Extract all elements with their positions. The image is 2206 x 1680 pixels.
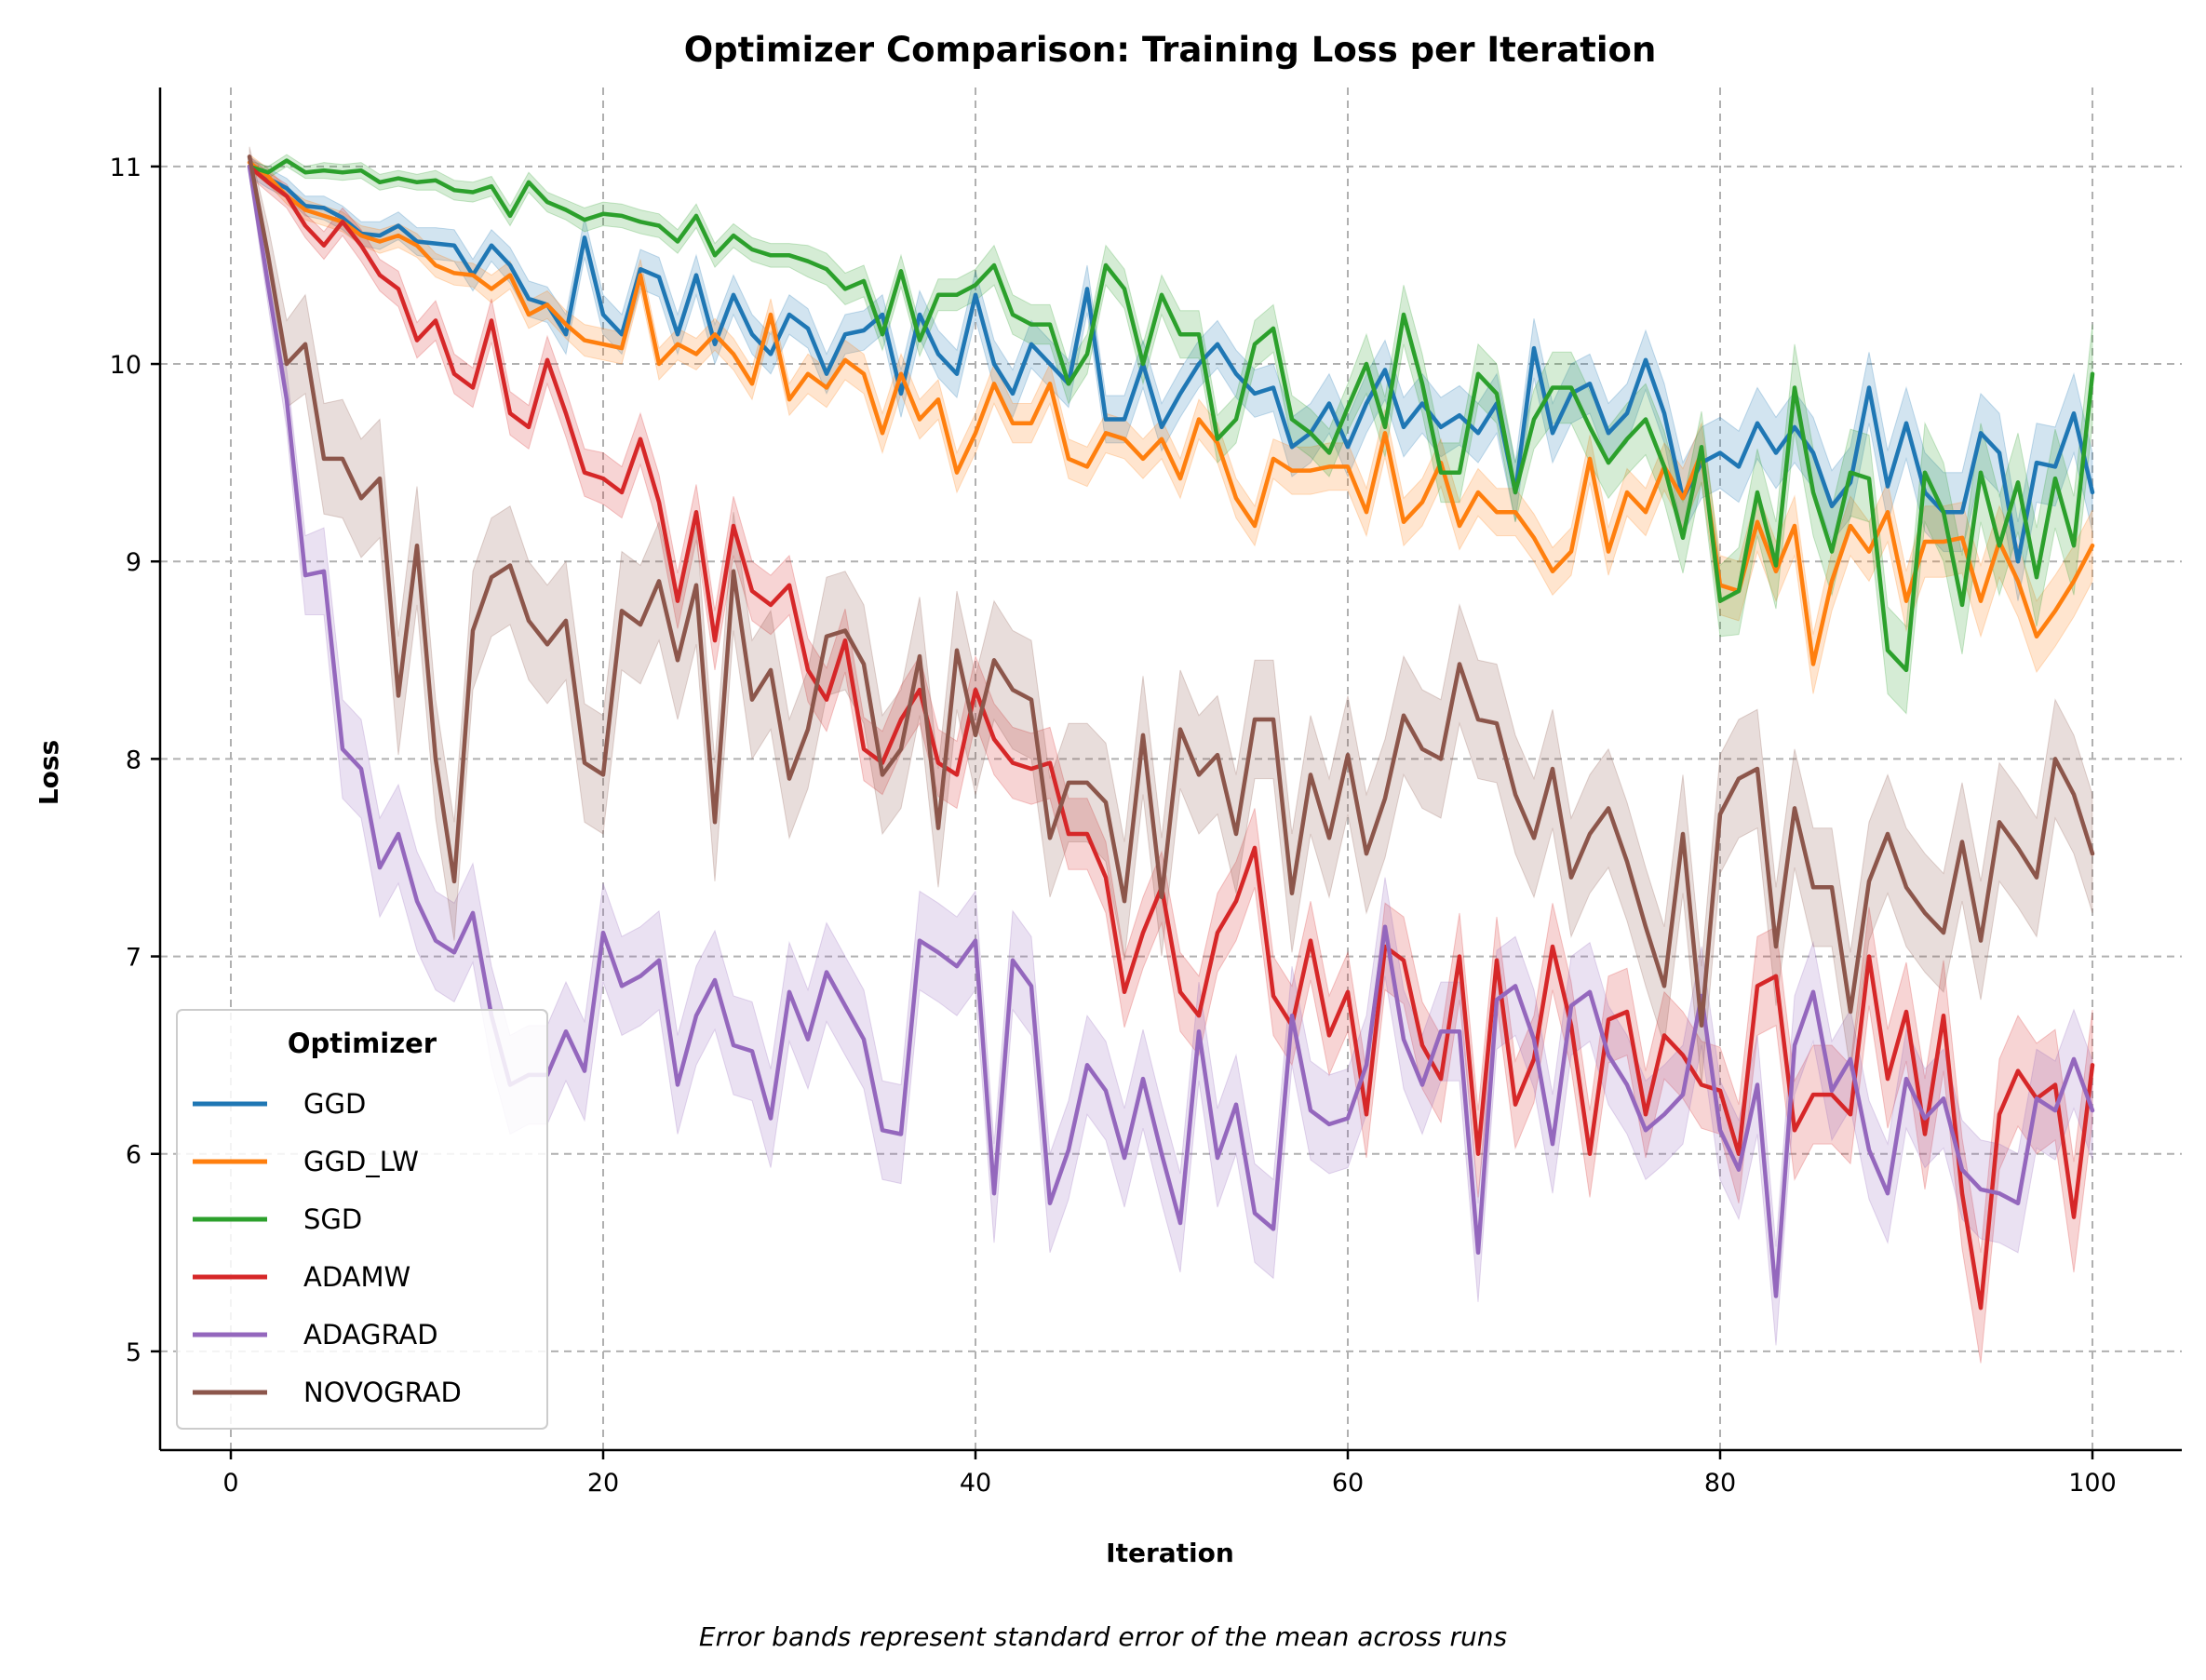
y-tick-label: 9	[126, 548, 141, 577]
legend-box	[176, 1009, 548, 1430]
y-tick-label: 11	[110, 154, 141, 182]
y-tick-label: 5	[126, 1338, 141, 1367]
legend: Optimizer GGD GGD_LW SGD ADAMW ADAGRAD NOVOGR…	[176, 1009, 548, 1430]
x-ticks: 0 20 40 60 80 100	[222, 1450, 2117, 1498]
chart-title: Optimizer Comparison: Training Loss per …	[684, 30, 1657, 70]
band-novograd	[249, 146, 2093, 1085]
series-line-ggd	[247, 164, 2095, 564]
x-tick-label: 100	[2068, 1469, 2117, 1498]
series-line-sgd	[247, 158, 2095, 673]
legend-label-ggd: GGD	[303, 1088, 366, 1120]
x-tick-label: 40	[960, 1469, 991, 1498]
x-tick-label: 20	[587, 1469, 619, 1498]
x-tick-label: 80	[1704, 1469, 1736, 1498]
grid	[160, 87, 2182, 1450]
series-line-adagrad	[247, 164, 2095, 1298]
legend-entries: GGD GGD_LW SGD ADAMW ADAGRAD NOVOGRAD	[193, 1088, 462, 1408]
y-tick-label: 7	[126, 944, 141, 973]
axes	[158, 87, 2182, 1452]
band-ggd-lw	[249, 154, 2093, 694]
series-line-novograd	[247, 155, 2095, 1028]
y-axis-label: Loss	[34, 740, 64, 805]
y-tick-label: 10	[110, 351, 141, 380]
legend-title: Optimizer	[288, 1028, 437, 1059]
legend-label-novograd: NOVOGRAD	[303, 1377, 462, 1408]
x-tick-label: 0	[222, 1469, 238, 1498]
band-ggd	[249, 155, 2093, 601]
chart-caption: Error bands represent standard error of …	[699, 1621, 1507, 1652]
y-tick-label: 6	[126, 1141, 141, 1170]
legend-label-ggd-lw: GGD_LW	[303, 1146, 419, 1177]
x-axis-label: Iteration	[1106, 1538, 1234, 1568]
series-line-adamw	[247, 164, 2095, 1310]
series-line-ggd-lw	[247, 160, 2095, 666]
legend-label-adagrad: ADAGRAD	[303, 1319, 438, 1351]
x-tick-label: 60	[1332, 1469, 1364, 1498]
lines-layer	[247, 155, 2095, 1310]
legend-label-adamw: ADAMW	[303, 1261, 410, 1293]
y-ticks: 5 6 7 8 9 10 11	[110, 154, 160, 1367]
band-adamw	[249, 155, 2093, 1364]
legend-label-sgd: SGD	[303, 1203, 362, 1235]
y-tick-label: 8	[126, 746, 141, 774]
